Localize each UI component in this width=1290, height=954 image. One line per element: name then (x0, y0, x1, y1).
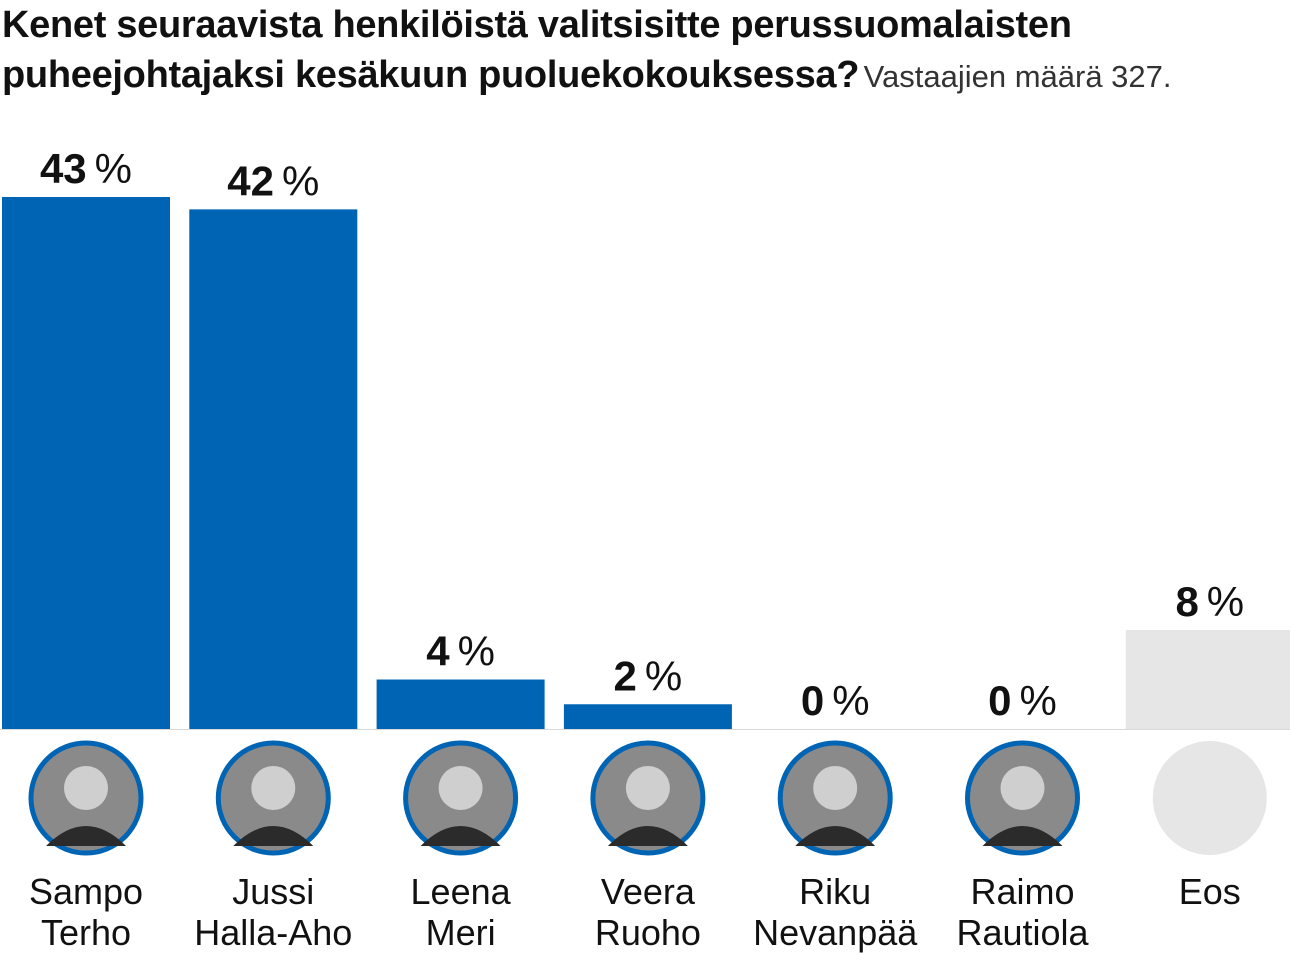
category-label: Eos (1179, 871, 1241, 912)
avatar-shoulders (46, 826, 126, 846)
portrait-avatar-icon (28, 740, 144, 856)
portrait-avatar-icon (777, 740, 893, 856)
value-label: 43% (40, 145, 132, 192)
avatar-head (813, 766, 858, 810)
avatar-shoulders (607, 826, 688, 846)
avatar-head (438, 766, 483, 810)
chart-header: Kenet seuraavista henkilöistä valitsisit… (2, 0, 1288, 100)
category-label: Rautiola (956, 912, 1089, 953)
category-label: Veera (601, 871, 696, 912)
category-label: Jussi (232, 871, 314, 912)
avatar-shoulders (233, 826, 314, 846)
bar (1125, 630, 1290, 729)
avatar-shoulders (795, 826, 876, 846)
category-label: Riku (799, 871, 871, 912)
portrait-avatar-icon (965, 740, 1080, 856)
value-label: 8% (1175, 578, 1244, 625)
category-label: Raimo (970, 871, 1074, 912)
bar (376, 679, 545, 729)
category-label: Nevanpää (753, 912, 918, 953)
avatar-head (1000, 766, 1045, 810)
avatar-head (64, 766, 108, 810)
category-label: Ruoho (595, 912, 701, 953)
value-label: 0% (801, 677, 870, 724)
category-label: Sampo (29, 871, 143, 912)
bar (189, 209, 358, 730)
empty-avatar-icon (1152, 741, 1267, 855)
bar (563, 704, 732, 729)
avatar-shoulders (982, 826, 1063, 846)
category-label: Meri (426, 912, 496, 953)
avatar-shoulders (420, 826, 501, 846)
avatar-head (251, 766, 296, 810)
chart-subtitle: Vastaajien määrä 327. (863, 59, 1172, 94)
category-label: Leena (411, 871, 512, 912)
portrait-avatar-icon (590, 740, 706, 856)
category-label: Halla-Aho (194, 912, 352, 953)
chart-title: Kenet seuraavista henkilöistä valitsisit… (2, 4, 1072, 96)
avatar-head (625, 766, 670, 810)
portrait-avatar-icon (215, 740, 331, 856)
category-label: Terho (41, 912, 131, 953)
value-label: 0% (988, 677, 1057, 724)
bar (2, 197, 170, 729)
value-label: 2% (614, 652, 683, 699)
value-label: 4% (426, 628, 495, 675)
value-label: 42% (227, 157, 319, 204)
avatar-circle (1152, 741, 1267, 855)
portrait-avatar-icon (403, 740, 519, 856)
